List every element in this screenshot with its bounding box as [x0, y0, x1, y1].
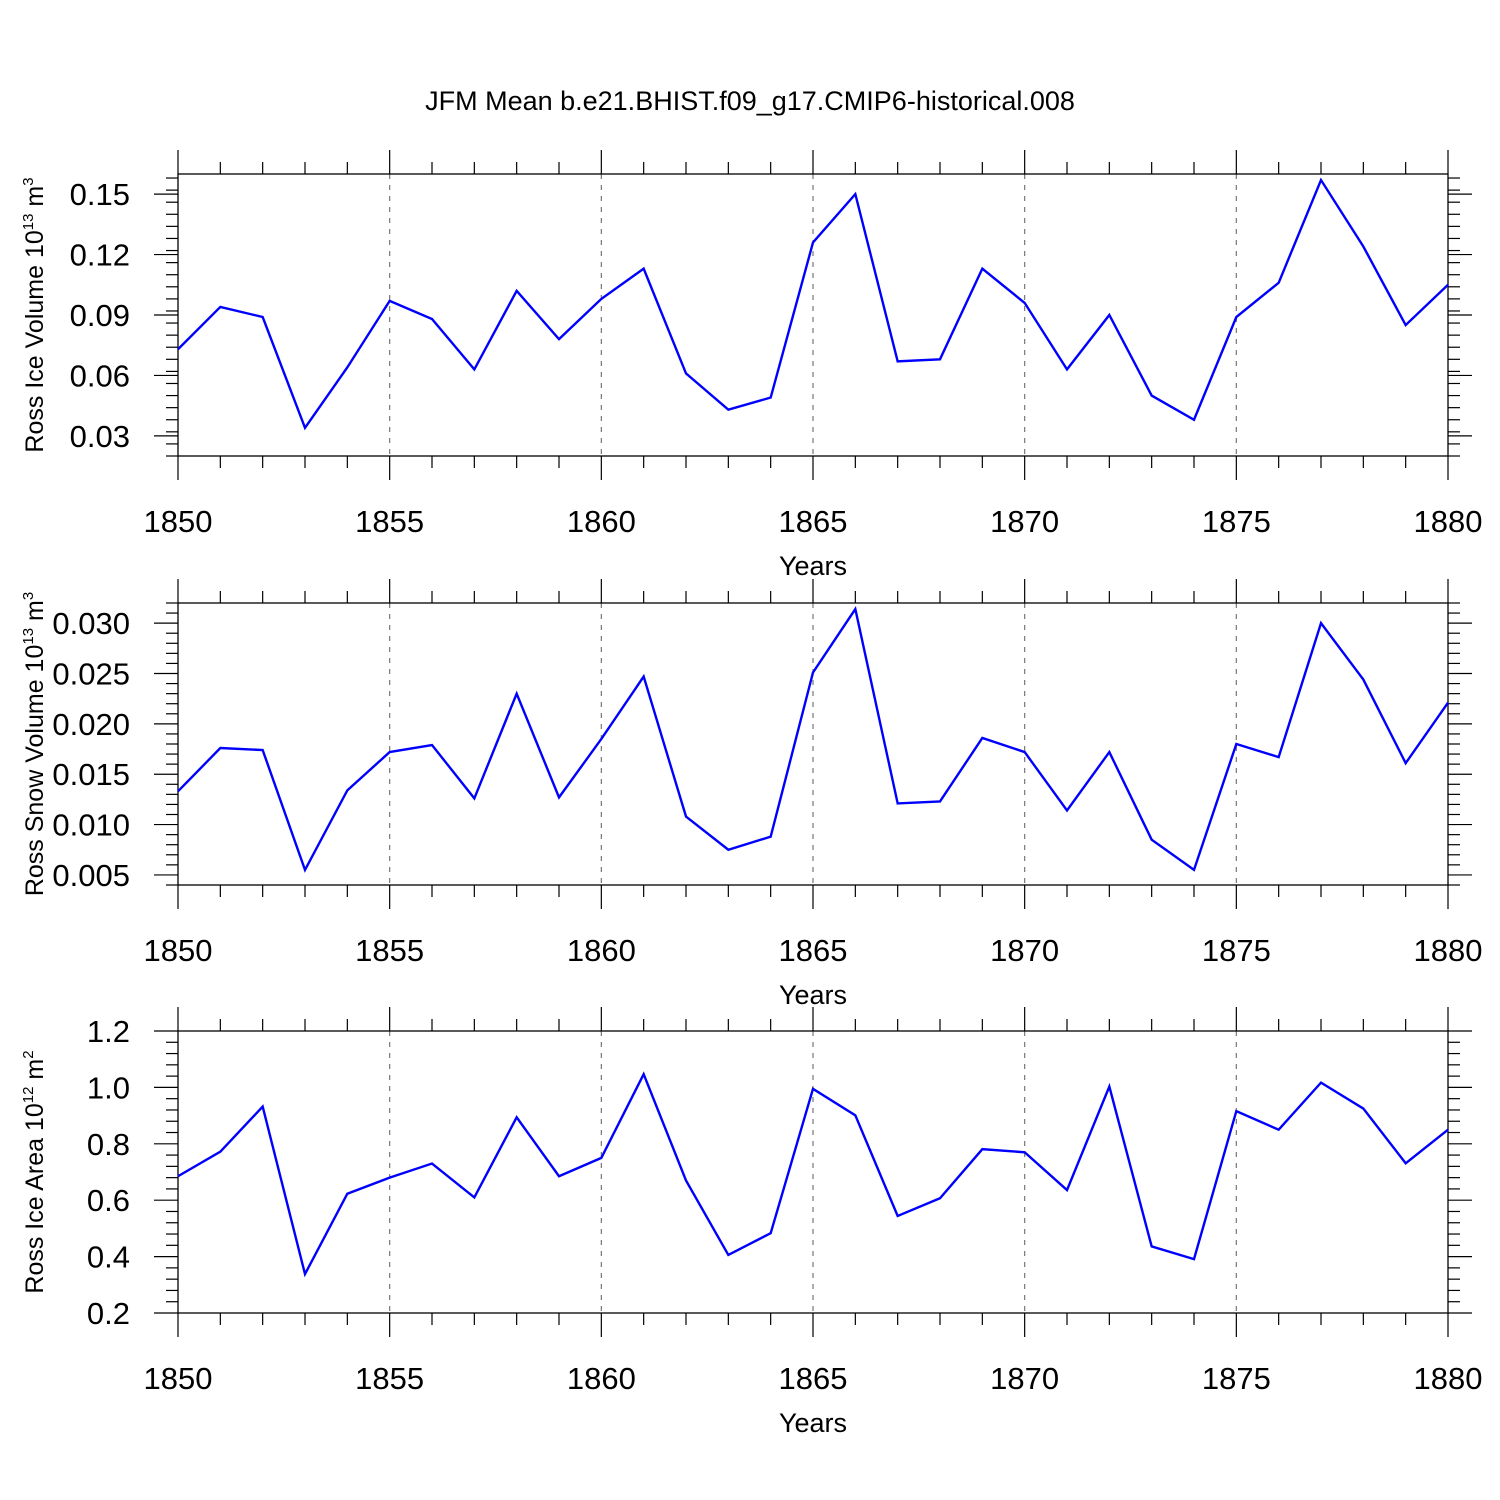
y-tick-label: 0.8 [87, 1127, 130, 1162]
y-axis-label-text: Ross Ice Area 10 [21, 1103, 49, 1293]
y-axis-label: Ross Snow Volume 1013 m3 [20, 592, 49, 896]
plot-frame [177, 1030, 1449, 1314]
y-axis-label-exponent: 13 [20, 628, 37, 645]
y-axis-label-exponent: 12 [20, 1087, 37, 1104]
x-tick-label: 1875 [1202, 933, 1271, 968]
x-tick-label: 1875 [1202, 504, 1271, 539]
y-tick-label: 0.03 [70, 419, 130, 454]
chart-panel-2: 1850 1855 1860 1865 1870 1875 1880 Years 0.005 0.… [20, 579, 1482, 1010]
x-tick-label: 1855 [355, 504, 424, 539]
y-axis-label: Ross Ice Volume 1013 m3 [20, 177, 49, 452]
y-axis-label-text: Ross Snow Volume 10 [21, 645, 49, 897]
x-tick-label: 1850 [144, 504, 213, 539]
series-line [177, 177, 1449, 431]
y-axis-label-text: m [21, 186, 49, 214]
y-tick-label: 0.2 [87, 1296, 130, 1331]
y-tick-label: 0.030 [52, 606, 130, 641]
x-tick-label: 1880 [1414, 933, 1483, 968]
y-tick-label: 0.005 [52, 858, 130, 893]
x-tick-label: 1860 [567, 504, 636, 539]
plot-frame [177, 602, 1449, 886]
figure-title: JFM Mean b.e21.BHIST.f09_g17.CMIP6-histo… [425, 86, 1075, 116]
y-tick-label: 0.020 [52, 707, 130, 742]
y-axis-label-exponent: 3 [20, 177, 37, 185]
x-axis-label: Years [779, 1408, 847, 1438]
series-line [177, 1071, 1449, 1278]
x-tick-label: 1875 [1202, 1361, 1271, 1396]
y-tick-label: 0.06 [70, 358, 130, 393]
x-tick-label: 1865 [779, 504, 848, 539]
y-axis-label-exponent: 2 [20, 1050, 37, 1058]
y-axis-label-exponent: 13 [20, 214, 37, 231]
x-tick-label: 1870 [990, 933, 1059, 968]
panels: 1850 1855 1860 1865 1870 1875 1880 Years 0.03 0.0… [20, 150, 1482, 1438]
y-axis-label: Ross Ice Area 1012 m2 [20, 1050, 49, 1293]
x-tick-label: 1865 [779, 1361, 848, 1396]
y-axis-label-exponent: 3 [20, 592, 37, 600]
y-tick-label: 0.015 [52, 757, 130, 792]
y-tick-label: 0.6 [87, 1183, 130, 1218]
y-tick-label: 0.4 [87, 1240, 130, 1275]
series-line [177, 606, 1449, 873]
x-tick-label: 1850 [144, 1361, 213, 1396]
x-tick-label: 1860 [567, 1361, 636, 1396]
x-tick-label: 1880 [1414, 1361, 1483, 1396]
x-tick-label: 1870 [990, 504, 1059, 539]
y-tick-label: 1.2 [87, 1014, 130, 1049]
y-axis-label-text: Ross Ice Volume 10 [21, 230, 49, 452]
chart-panel-1: 1850 1855 1860 1865 1870 1875 1880 Years 0.03 0.0… [20, 150, 1482, 581]
y-tick-label: 0.025 [52, 657, 130, 692]
x-axis-label: Years [779, 551, 847, 581]
y-tick-label: 0.15 [70, 177, 130, 212]
chart-panel-3: 1850 1855 1860 1865 1870 1875 1880 Years 0.2 0.4 0… [20, 1007, 1482, 1438]
y-tick-label: 0.010 [52, 808, 130, 843]
plot-frame [177, 173, 1449, 457]
x-tick-label: 1880 [1414, 504, 1483, 539]
x-tick-label: 1860 [567, 933, 636, 968]
x-tick-label: 1865 [779, 933, 848, 968]
x-tick-label: 1855 [355, 1361, 424, 1396]
x-axis-label: Years [779, 980, 847, 1010]
y-tick-label: 0.12 [70, 238, 130, 273]
x-tick-label: 1850 [144, 933, 213, 968]
x-tick-label: 1870 [990, 1361, 1059, 1396]
y-tick-label: 1.0 [87, 1070, 130, 1105]
y-axis-label-text: m [21, 600, 49, 628]
y-tick-label: 0.09 [70, 298, 130, 333]
y-axis-label-text: m [21, 1059, 49, 1087]
x-tick-label: 1855 [355, 933, 424, 968]
